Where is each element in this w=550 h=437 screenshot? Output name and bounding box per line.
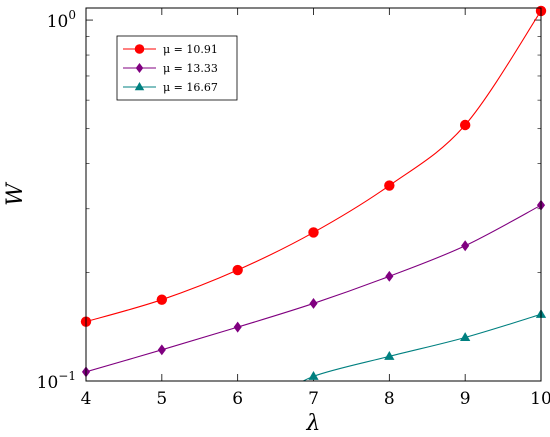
series-markers-1 [80,5,547,327]
data-point-diamond [135,62,144,74]
x-tick-label: 5 [156,389,167,409]
x-tick-label: 7 [308,389,319,409]
data-point-diamond [233,321,242,333]
x-tick-label: 6 [232,389,243,409]
x-tick-label: 9 [460,389,471,409]
data-point-circle [384,180,395,191]
data-point-circle [232,264,243,276]
data-point-triangle [308,370,319,380]
plot-frame [85,7,542,382]
x-axis-label: λ [306,411,321,436]
y-axis-label: W [3,181,28,206]
y-minor-ticks [86,36,541,273]
y-tick-exponent: 0 [68,8,76,22]
y-tick-label: 10−1 [37,369,76,393]
data-point-triangle [460,332,471,341]
data-point-diamond [385,270,394,282]
data-point-circle [156,294,168,305]
x-tick-label: 8 [384,389,395,409]
data-point-diamond [157,344,166,356]
x-tick-label: 4 [81,389,92,409]
data-point-triangle [384,350,395,360]
legend-label: μ = 13.33 [163,62,218,75]
data-point-diamond [461,240,470,252]
legend: μ = 10.91 μ = 13.33 μ = 16.67 [116,35,238,101]
x-tick-label: 10 [530,389,550,409]
data-point-triangle [134,82,145,91]
y-tick-exponent: −1 [58,369,76,383]
data-point-circle [459,119,471,131]
data-point-circle [134,44,145,54]
legend-label: μ = 16.67 [163,81,218,94]
data-point-diamond [309,297,318,309]
data-point-circle [308,227,319,238]
y-tick-label: 100 [47,8,76,32]
legend-label: μ = 10.91 [163,43,218,56]
